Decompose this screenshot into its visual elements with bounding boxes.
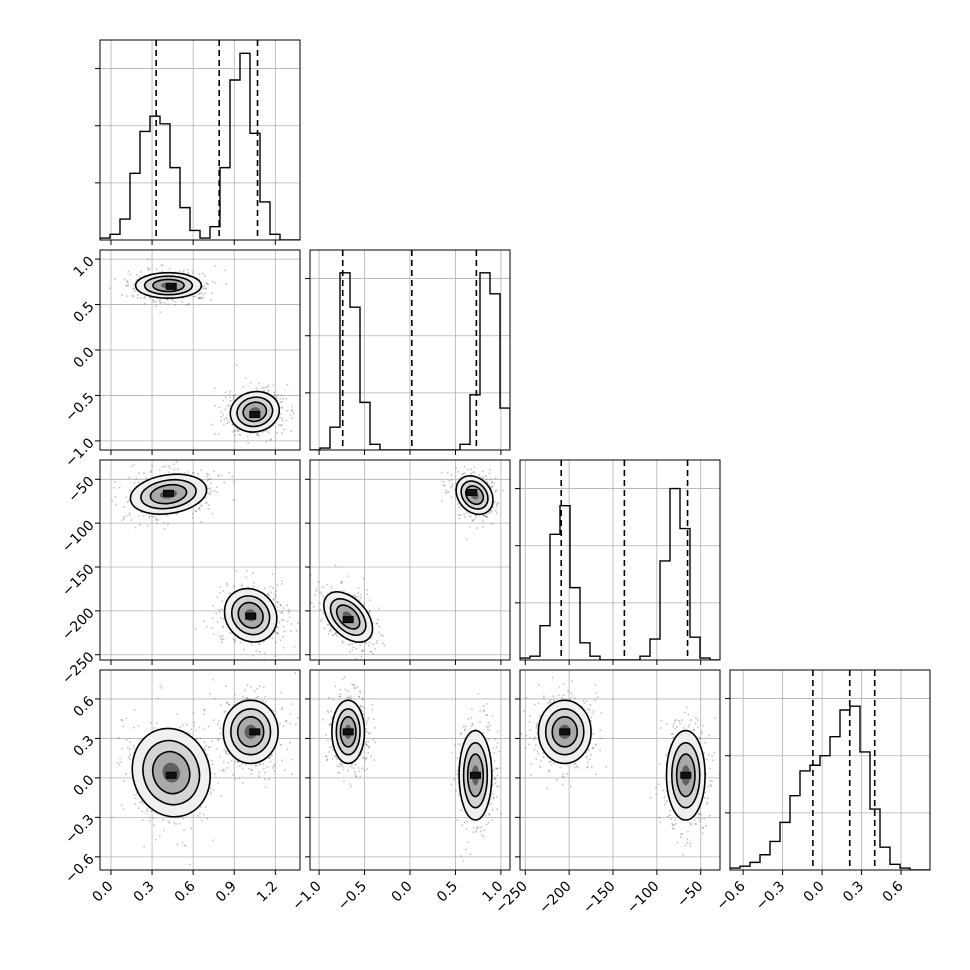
- density-peak: [680, 771, 692, 779]
- x-tick-label: −200: [536, 878, 575, 917]
- density-peak: [165, 282, 177, 290]
- x-tick-label: −100: [624, 878, 663, 917]
- y-tick-label: 0.0: [71, 344, 98, 371]
- y-tick-label: −100: [59, 518, 98, 557]
- histogram-panel-1: [305, 249, 511, 455]
- x-tick-label: 0.0: [389, 878, 416, 905]
- histogram-step: [310, 272, 510, 450]
- x-tick-label: 0.9: [213, 878, 240, 905]
- x-tick-label: 0.3: [840, 878, 867, 905]
- panel-frame: [729, 669, 931, 871]
- x-tick-label: 0.0: [90, 878, 117, 905]
- x-tick-label: −0.6: [713, 878, 748, 913]
- y-tick-label: −150: [59, 561, 98, 600]
- histogram-step: [730, 705, 930, 870]
- x-tick-label: 1.2: [254, 878, 281, 905]
- panel-frame: [309, 459, 511, 661]
- histogram-panel-3: −0.6 −0.3 0.0 0.3 0.6: [713, 669, 931, 914]
- density-peak: [466, 488, 478, 496]
- x-tick-label: −0.5: [335, 878, 370, 913]
- density-peak: [165, 771, 177, 779]
- y-tick-label: 1.0: [71, 253, 98, 280]
- y-tick-label: −0.3: [62, 812, 97, 847]
- y-tick-label: −0.5: [62, 390, 97, 425]
- x-tick-label: 0.3: [131, 878, 158, 905]
- panel-frame: [309, 669, 511, 871]
- density-peak: [162, 489, 174, 497]
- x-tick-label: −1.0: [289, 878, 324, 913]
- contour-panel-1-2: [305, 459, 511, 665]
- contour-panel-1-3: −1.0 −0.5 0.0 0.5 1.0: [289, 669, 511, 914]
- panel-frame: [99, 39, 301, 241]
- y-tick-label: −250: [59, 649, 98, 688]
- histogram-panel-2: [515, 459, 721, 665]
- histogram-step: [520, 487, 720, 660]
- x-tick-label: 0.0: [801, 878, 828, 905]
- contour-panel-0-1: −1.0 −0.5 0.0 0.5 1.0: [62, 249, 301, 471]
- x-tick-label: −50: [674, 878, 706, 910]
- histogram-step: [100, 52, 300, 240]
- panel-frame: [99, 249, 301, 451]
- y-tick-label: −0.6: [62, 851, 97, 886]
- y-tick-label: 0.0: [71, 772, 98, 799]
- density-peak: [469, 771, 481, 779]
- y-tick-label: −200: [59, 605, 98, 644]
- x-tick-label: −0.3: [753, 878, 788, 913]
- contour-panel-2-3: −250 −200 −150 −100 −50: [492, 669, 721, 917]
- x-tick-label: 0.6: [172, 878, 199, 905]
- contour-panel-0-3: 0.0 0.3 0.6 0.9 1.2 −0.6 −0.3 0.0 0.3 0.6: [62, 669, 301, 905]
- density-peak: [245, 612, 257, 620]
- x-tick-label: 0.5: [434, 878, 461, 905]
- density-peak: [559, 728, 571, 736]
- density-peak: [342, 616, 354, 624]
- y-tick-label: 0.6: [71, 693, 98, 720]
- panel-frame: [99, 459, 301, 661]
- panel-frame: [519, 459, 721, 661]
- x-tick-label: −150: [580, 878, 619, 917]
- panel-frame: [519, 669, 721, 871]
- density-peak: [342, 728, 354, 736]
- y-tick-label: 0.3: [71, 733, 98, 760]
- density-peak: [249, 411, 261, 419]
- y-tick-label: −50: [65, 474, 97, 506]
- contour-panel-0-2: −250 −200 −150 −100 −50: [59, 459, 301, 688]
- panel-frame: [309, 249, 511, 451]
- x-tick-label: 0.6: [880, 878, 907, 905]
- density-peak: [249, 728, 261, 736]
- y-tick-label: 0.5: [71, 299, 98, 326]
- histogram-panel-0: [95, 39, 301, 245]
- panel-frame: [99, 669, 301, 871]
- y-tick-label: −1.0: [62, 435, 97, 470]
